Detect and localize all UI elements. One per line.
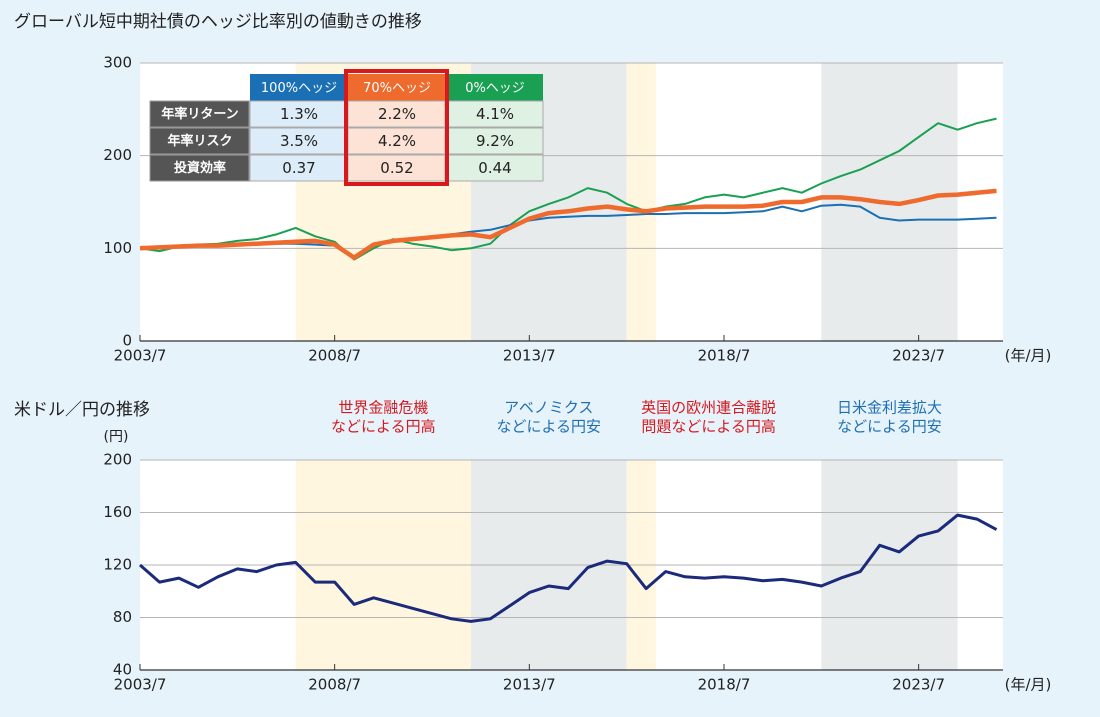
x-tick-label: 2018/7 <box>698 676 751 694</box>
period-label: などによる円高 <box>331 418 436 436</box>
table-row-header <box>149 154 250 182</box>
chart-title: 米ドル／円の推移 <box>14 400 150 420</box>
table-cell <box>347 100 446 128</box>
y-tick-label: 200 <box>103 451 132 469</box>
x-unit: (年/月) <box>1005 347 1052 365</box>
table-cell-text: 4.1% <box>476 105 514 123</box>
table-row-label: 投資効率 <box>174 160 226 176</box>
x-unit: (年/月) <box>1005 676 1052 694</box>
highlight-box <box>344 69 449 186</box>
table-row-label: 年率リターン <box>161 106 238 122</box>
series-line <box>139 117 997 261</box>
table-cell <box>445 154 544 182</box>
series-line <box>139 188 997 260</box>
x-tick-label: 2018/7 <box>698 347 751 365</box>
y-tick-label: 40 <box>113 661 132 679</box>
y-tick-label: 300 <box>103 54 132 72</box>
table-header-cell <box>446 74 543 101</box>
y-tick-label: 0 <box>122 332 132 350</box>
y-tick-label: 80 <box>113 608 132 626</box>
table-cell-text: 0.44 <box>478 159 511 177</box>
table-cell-text: 9.2% <box>476 132 514 150</box>
table-cell-text: 3.5% <box>280 132 318 150</box>
x-tick-label: 2023/7 <box>892 676 945 694</box>
y-tick-label: 100 <box>103 239 132 257</box>
x-tick-label: 2013/7 <box>503 676 556 694</box>
table-row-header <box>149 100 250 128</box>
period-label: アベノミクス <box>504 399 593 417</box>
period-band <box>626 63 656 341</box>
period-label: などによる円安 <box>497 418 602 436</box>
table-cell <box>249 127 348 155</box>
table-cell-text: 0.37 <box>282 159 315 177</box>
x-tick-label: 2008/7 <box>308 676 361 694</box>
table-cell-text: 0.52 <box>380 159 413 177</box>
y-tick-label: 200 <box>103 146 132 164</box>
period-label: などによる円安 <box>837 418 942 436</box>
legend-label: 70%ヘッジ <box>363 81 431 96</box>
table-row-header <box>149 127 250 155</box>
table-header-cell <box>348 74 445 101</box>
legend-label: 0%ヘッジ <box>465 81 525 96</box>
x-tick-label: 2013/7 <box>503 347 556 365</box>
table-cell-text: 1.3% <box>280 105 318 123</box>
table-cell <box>445 100 544 128</box>
y-tick-label: 120 <box>103 556 132 574</box>
period-label: 問題などによる円高 <box>641 418 776 436</box>
x-tick-label: 2003/7 <box>114 347 167 365</box>
chart-title: グローバル短中期社債のヘッジ比率別の値動きの推移 <box>14 12 422 32</box>
x-tick-label: 2023/7 <box>892 347 945 365</box>
y-unit: (円) <box>104 429 129 445</box>
table-cell <box>249 154 348 182</box>
table-cell-text: 4.2% <box>378 132 416 150</box>
period-label: 世界金融危機 <box>338 399 428 417</box>
period-label: 英国の欧州連合離脱 <box>641 399 776 417</box>
y-tick-label: 160 <box>103 503 132 521</box>
table-header-cell <box>250 74 347 101</box>
table-cell <box>445 127 544 155</box>
legend-label: 100%ヘッジ <box>261 81 337 96</box>
series-line <box>139 513 998 623</box>
x-tick-label: 2008/7 <box>308 347 361 365</box>
table-cell-text: 2.2% <box>378 105 416 123</box>
x-tick-label: 2003/7 <box>114 676 167 694</box>
table-row-label: 年率リスク <box>167 133 232 149</box>
period-label: 日米金利差拡大 <box>837 399 942 417</box>
table-cell <box>249 100 348 128</box>
